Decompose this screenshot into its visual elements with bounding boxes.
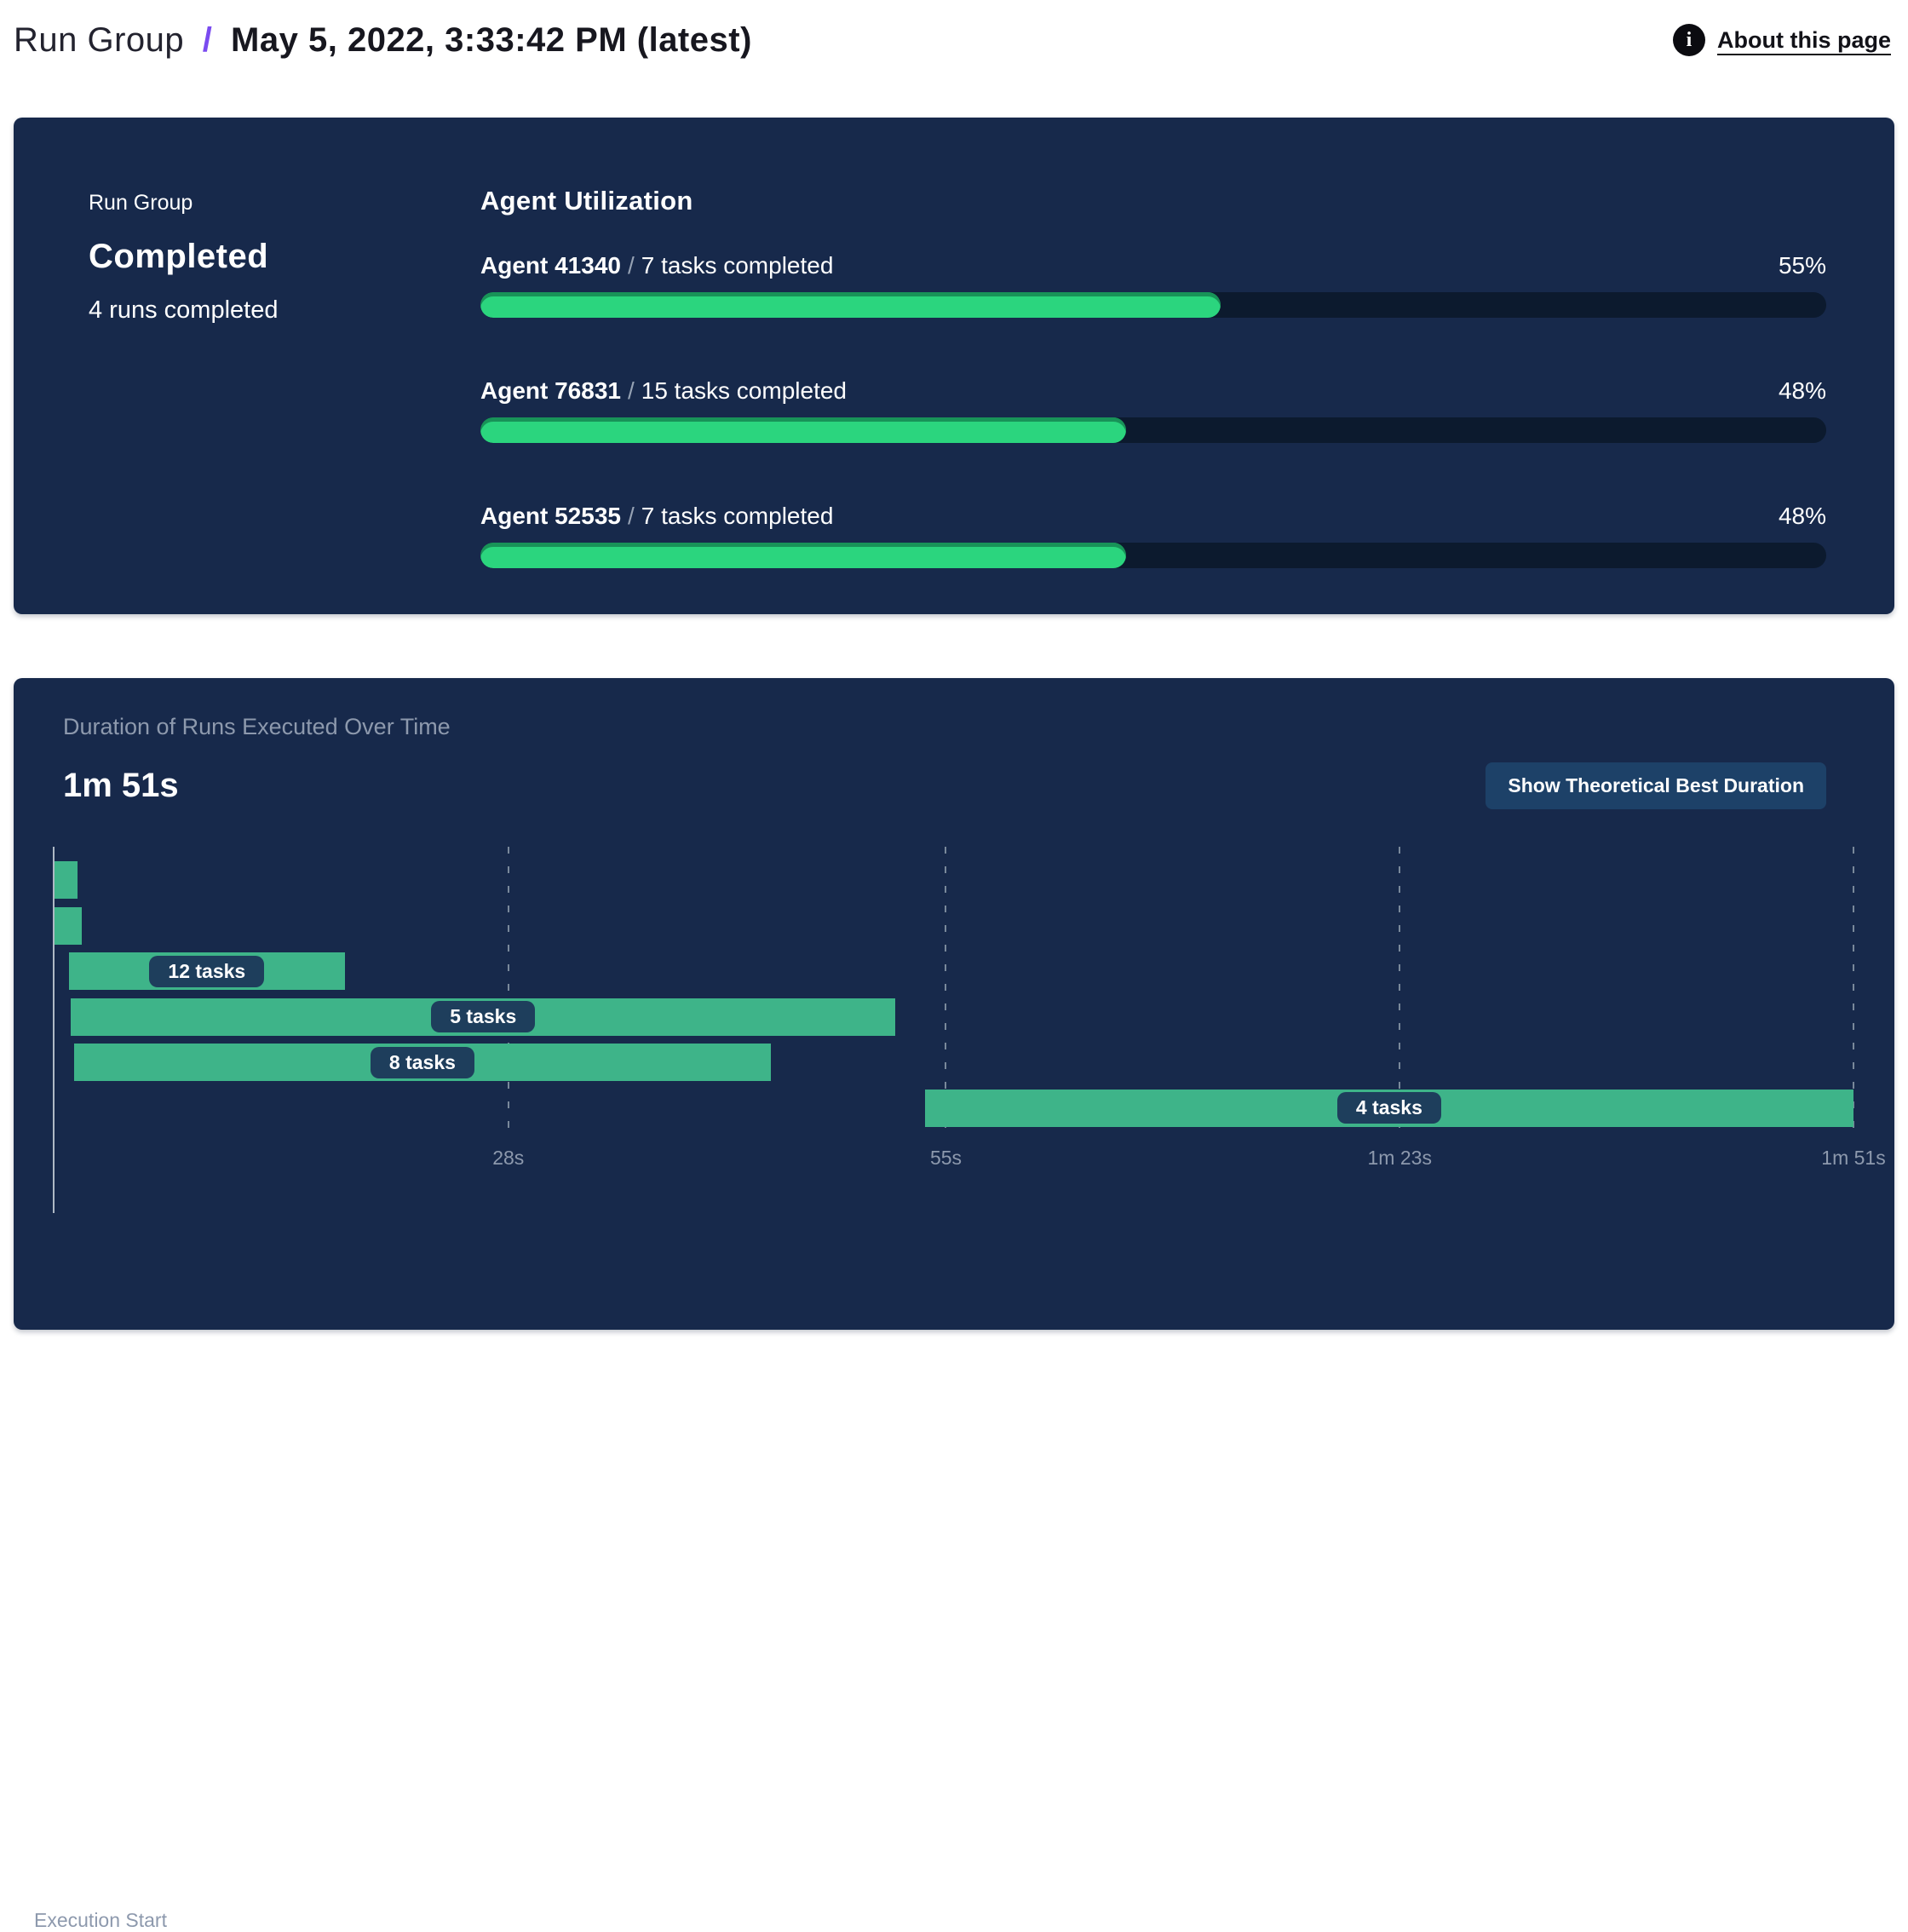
gridline [507,847,509,1141]
agent-name: Agent 52535 [480,503,621,529]
axis-tick-label: 28s [492,1147,525,1169]
status-text: Completed [89,238,269,275]
summary-panel: Run Group Completed 4 runs completed Age… [14,118,1894,614]
agent-utilization-percent: 48% [1778,503,1826,529]
agent-separator: / [627,503,635,529]
about-this-page[interactable]: i About this page [1673,24,1891,56]
run-duration-bar[interactable] [55,861,78,899]
total-duration: 1m 51s [63,767,179,804]
agent-progress-track [480,292,1826,318]
agent-progress-fill [480,292,1221,318]
task-count-badge: 4 tasks [1336,1092,1441,1124]
task-count-badge: 12 tasks [149,955,265,987]
run-duration-bar[interactable]: 8 tasks [73,1044,771,1081]
axis-tick-label: 1m 51s [1821,1147,1886,1169]
duration-subtitle: Duration of Runs Executed Over Time [63,714,451,739]
task-count-badge: 8 tasks [370,1046,474,1078]
run-duration-bar[interactable] [55,906,83,945]
breadcrumb: Run Group / May 5, 2022, 3:33:42 PM (lat… [14,21,752,60]
agent-utilization-title: Agent Utilization [480,186,693,216]
task-count-badge: 5 tasks [431,1001,536,1032]
agent-row: Agent 52535/7 tasks completed 48% [480,503,1826,568]
info-icon: i [1673,24,1705,56]
gridline [1853,847,1854,1141]
page-title: May 5, 2022, 3:33:42 PM (latest) [231,20,752,59]
run-group-summary: Run Group Completed 4 runs completed [89,118,480,614]
agent-utilization-section: Agent Utilization Agent 41340/7 tasks co… [480,118,1826,614]
about-this-page-link[interactable]: About this page [1717,26,1891,53]
gridline [945,847,947,1141]
agent-name: Agent 76831 [480,377,621,404]
agent-row: Agent 76831/15 tasks completed 48% [480,377,1826,443]
breadcrumb-run-group[interactable]: Run Group [14,20,185,59]
axis-tick-label: 1m 23s [1367,1147,1432,1169]
duration-panel: Duration of Runs Executed Over Time 1m 5… [14,678,1894,1931]
agent-progress-track [480,543,1826,568]
agent-progress-track [480,417,1826,443]
gridline [1399,847,1401,1141]
agent-utilization-percent: 48% [1778,377,1826,404]
execution-start-axis-line [53,847,55,1213]
run-duration-bar[interactable]: 12 tasks [69,952,345,990]
gantt-chart: 28s 55s 1m 23s 1m 51s 12 tasks 5 tasks 8 tasks… [53,847,1886,1213]
agent-progress-fill [480,543,1127,568]
breadcrumb-separator: / [202,20,213,59]
agent-name: Agent 41340 [480,252,621,279]
agent-row: Agent 41340/7 tasks completed 55% [480,252,1826,318]
summary-label: Run Group [89,191,193,215]
agent-progress-fill [480,417,1127,443]
axis-tick-label: 55s [929,1147,963,1169]
agent-tasks-completed: 7 tasks completed [641,252,834,279]
execution-start-label: Execution Start [34,1909,167,1931]
run-duration-bar[interactable]: 4 tasks [924,1089,1853,1127]
agent-utilization-percent: 55% [1778,252,1826,279]
agent-separator: / [627,377,635,404]
runs-completed-text: 4 runs completed [89,296,279,324]
agent-separator: / [627,252,635,279]
run-duration-bar[interactable]: 5 tasks [71,998,896,1036]
page-header: Run Group / May 5, 2022, 3:33:42 PM (lat… [0,0,1908,68]
agent-tasks-completed: 7 tasks completed [641,503,834,529]
agent-tasks-completed: 15 tasks completed [641,377,847,404]
show-theoretical-best-duration-button[interactable]: Show Theoretical Best Duration [1486,762,1826,809]
